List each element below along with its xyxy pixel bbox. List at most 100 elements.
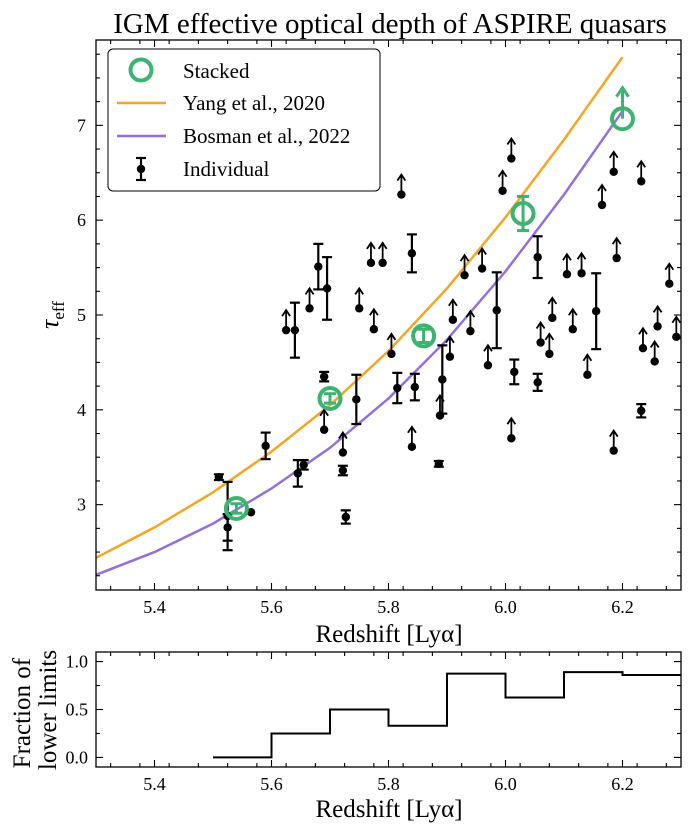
individual-marker [460, 270, 469, 280]
individual-marker [355, 304, 364, 313]
x-tick-label: 5.8 [377, 597, 400, 617]
lower-limit-arrowhead [544, 332, 555, 341]
lower-y-axis-label-line-2: lower limits [35, 650, 62, 770]
y-tick-label: 7 [77, 115, 86, 135]
stacked-marker [411, 323, 437, 349]
lower-limit-arrowhead [396, 172, 407, 182]
lower-limit-arrowhead [407, 425, 417, 434]
individual-marker [434, 459, 444, 469]
stacked-marker [510, 201, 536, 227]
individual-marker [492, 306, 501, 315]
lower-limit-arrowhead [366, 241, 376, 250]
svg-text:τeff: τeff [35, 301, 68, 329]
y-tick-label: 5 [77, 305, 86, 325]
individual-point [576, 251, 587, 278]
individual-marker [533, 252, 542, 262]
individual-marker [545, 349, 554, 359]
legend-bosman-label: Bosman et al., 2022 [183, 124, 350, 148]
lower-limit-arrowhead [547, 296, 558, 305]
lower-x-tick-label: 5.4 [143, 774, 166, 794]
individual-point [281, 308, 291, 335]
lower-limit-fraction-step-line [213, 671, 681, 759]
individual-marker [466, 326, 475, 336]
individual-marker [477, 264, 487, 273]
individual-point [568, 307, 578, 334]
chart-title: IGM effective optical depth of ASPIRE qu… [113, 8, 667, 40]
legend-stacked-label: Stacked [183, 59, 250, 83]
individual-point [396, 172, 407, 199]
lower-limit-arrowhead [377, 241, 388, 250]
lower-limit-arrowhead [638, 326, 648, 335]
individual-marker [448, 315, 458, 324]
individual-point [298, 458, 309, 471]
individual-point [351, 373, 362, 426]
lower-limit-fraction-plot: 5.4 5.6 5.8 6.0 6.2 0.0 0.5 1.0 [66, 651, 682, 794]
lower-limit-arrowhead [597, 183, 607, 192]
lower-limit-fraction-series [213, 671, 681, 759]
main-plot-ticks: 5.4 5.6 5.8 6.0 6.2 3 4 5 6 7 [77, 40, 681, 617]
individual-marker [568, 325, 577, 334]
lower-limit-arrowhead [386, 332, 397, 341]
lower-limit-arrowhead [319, 408, 329, 417]
individual-marker [672, 332, 681, 342]
lower-limit-arrowhead [664, 262, 675, 271]
individual-point [532, 235, 543, 280]
lower-limit-arrowhead [506, 136, 517, 146]
lower-limit-arrowhead [459, 253, 470, 262]
individual-marker [536, 338, 545, 347]
stacked-point [223, 495, 249, 521]
stacked-point [411, 323, 437, 349]
individual-marker [338, 448, 348, 457]
individual-marker [591, 307, 601, 316]
individual-marker [314, 262, 323, 271]
individual-point [535, 320, 546, 347]
individual-marker [397, 190, 406, 199]
individual-marker [293, 469, 303, 478]
individual-point [437, 344, 448, 415]
individual-point [260, 431, 271, 461]
lower-limit-arrowhead [568, 307, 578, 316]
legend-individual-label: Individual [183, 157, 269, 181]
individual-point [652, 304, 663, 331]
lower-limit-arrowhead [465, 309, 476, 318]
lower-x-tick-label: 6.2 [611, 774, 634, 794]
individual-point [322, 256, 333, 321]
individual-point [289, 301, 300, 359]
stacked-point [510, 194, 536, 233]
individual-point [445, 335, 455, 361]
legend-yang-label: Yang et al., 2020 [183, 91, 325, 115]
individual-marker [290, 325, 300, 335]
individual-marker [583, 370, 592, 379]
individual-marker [438, 375, 447, 384]
lower-limit-fraction-ticks: 5.4 5.6 5.8 6.0 6.2 0.0 0.5 1.0 [66, 652, 681, 794]
individual-marker [609, 446, 618, 455]
lower-y-tick-label: 0.5 [66, 700, 89, 720]
individual-point [636, 403, 647, 419]
main-y-axis-label: τeff [35, 301, 68, 329]
individual-marker [665, 279, 674, 288]
individual-marker [387, 349, 396, 359]
individual-marker [410, 382, 420, 392]
individual-marker [637, 177, 646, 186]
individual-marker [548, 313, 557, 323]
lower-x-tick-label: 5.8 [377, 774, 400, 794]
main-x-axis-label: Redshift [Lyα] [315, 621, 462, 648]
individual-marker [352, 395, 361, 404]
y-tick-label: 3 [77, 495, 86, 515]
individual-point [636, 159, 646, 186]
individual-marker [299, 460, 308, 470]
individual-point [638, 326, 648, 353]
individual-point [409, 372, 420, 402]
lower-limit-arrowhead [652, 304, 663, 313]
individual-marker [507, 434, 516, 443]
stacked-marker [223, 495, 249, 521]
stacked-point [610, 85, 635, 132]
individual-marker [609, 167, 618, 177]
lower-limit-arrowhead [608, 428, 619, 438]
individual-marker [407, 442, 417, 452]
x-tick-label: 5.6 [260, 597, 283, 617]
individual-point [337, 464, 348, 477]
individual-marker [650, 357, 659, 366]
individual-marker [223, 523, 232, 532]
individual-marker [577, 269, 586, 278]
